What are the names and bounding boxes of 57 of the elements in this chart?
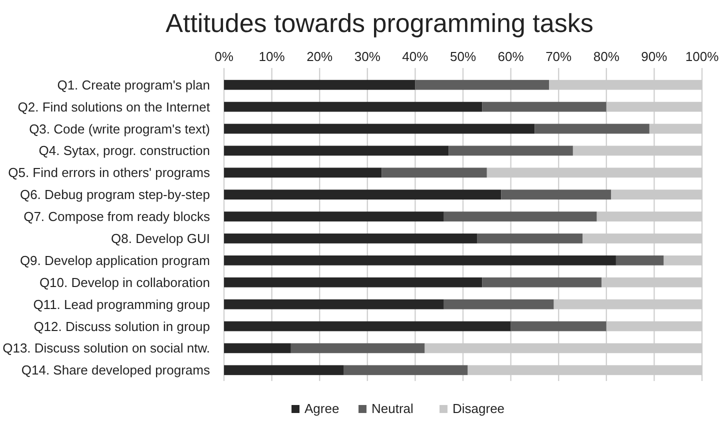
bar [482,277,602,288]
bar [224,80,416,90]
bar [444,299,554,310]
y-tick-label: Q14. Share developed programs [21,362,210,378]
bar [224,299,444,310]
bar [224,321,511,332]
y-tick-label: Q10. Develop in collaboration [39,274,210,290]
x-tick-label: 20% [306,49,334,64]
legend-label: Agree [304,401,340,416]
bar [444,212,597,222]
bar [224,234,478,244]
bar [290,343,425,354]
y-tick-label: Q11. Lead programming group [33,296,210,312]
x-tick-label: 100% [685,49,719,64]
y-tick-label: Q2. Find solutions on the Internet [18,99,210,114]
x-tick-label: 90% [641,49,668,64]
y-tick-label: Q8. Develop GUI [111,231,210,246]
legend-label: Neutral [372,401,414,416]
bar [224,102,482,112]
bar [224,277,482,288]
bar [501,190,612,200]
bar [616,255,664,266]
bar [224,365,344,376]
y-tick-label: Q5. Find errors in others' programs [8,165,210,180]
x-tick-label: 70% [546,49,572,64]
x-tick-label: 40% [402,49,429,64]
bar [224,255,616,266]
bar [482,102,606,112]
x-tick-label: 60% [498,49,524,64]
bar [224,124,535,134]
y-tick-label: Q13. Discuss solution on social ntw. [2,340,210,356]
bar [534,124,650,134]
x-tick-label: 0% [214,49,234,64]
bar [344,365,468,376]
bar [415,80,550,90]
y-tick-label: Q4. Sytax, progr. construction [38,143,210,158]
legend-label: Disagree [452,401,505,416]
bar [224,190,502,200]
bar [510,321,606,332]
bar [224,212,444,222]
y-tick-label: Q3. Code (write program's text) [29,121,210,136]
x-tick-label: 30% [354,49,381,64]
y-tick-label: Q7. Compose from ready blocks [24,209,210,224]
y-tick-label: Q12. Discuss solution in group [34,318,210,334]
chart-title: Attitudes towards programming tasks [166,8,594,38]
bar [477,234,582,244]
bar [382,168,487,178]
y-tick-label: Q6. Debug program step-by-step [20,187,210,202]
y-tick-label: Q9. Develop application program [20,252,210,268]
x-tick-label: 10% [258,49,286,64]
x-tick-label: 50% [450,49,476,64]
x-tick-label: 80% [593,49,620,64]
bar [224,343,291,354]
bar [224,146,449,156]
bar [448,146,573,156]
bar [224,168,382,178]
y-tick-label: Q1. Create program's plan [57,77,210,92]
